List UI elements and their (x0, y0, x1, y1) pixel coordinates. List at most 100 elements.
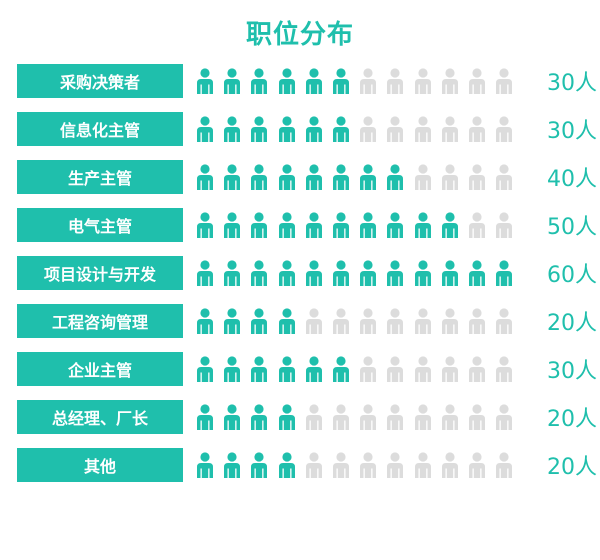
person-icon-empty (414, 452, 431, 478)
person-icon-group (193, 448, 523, 482)
person-icon-empty (387, 68, 404, 94)
category-row: 其他 20人 (17, 448, 597, 482)
person-icon-group (193, 352, 523, 386)
person-icon-empty (469, 356, 485, 382)
value-label: 40人 (547, 167, 597, 192)
person-icon-group (193, 112, 523, 146)
person-icon-empty (360, 452, 377, 478)
person-icon-filled (197, 356, 213, 382)
person-icon-empty (496, 212, 513, 238)
person-icon-filled (251, 308, 268, 334)
value-label: 20人 (547, 311, 597, 336)
person-icon-empty (360, 116, 377, 142)
person-icon-empty (333, 404, 349, 430)
category-row: 项目设计与开发 60人 (17, 256, 597, 290)
person-icon-empty (469, 68, 485, 94)
person-icon-filled (305, 260, 322, 286)
person-icon-empty (387, 308, 404, 334)
person-icon-filled (197, 260, 213, 286)
person-icon-filled (414, 212, 431, 238)
person-icon-filled (278, 452, 295, 478)
person-icon-empty (414, 116, 431, 142)
person-icon-filled (360, 260, 377, 286)
person-icon-filled (197, 68, 213, 94)
person-icon-filled (251, 452, 268, 478)
person-icon-filled (360, 164, 377, 190)
person-icon-filled (251, 116, 268, 142)
person-icon-filled (333, 356, 349, 382)
person-icon-empty (496, 116, 513, 142)
person-icon-filled (333, 164, 349, 190)
person-icon-filled (278, 164, 295, 190)
person-icon-empty (414, 356, 431, 382)
category-label: 采购决策者 (17, 64, 183, 98)
category-label: 总经理、厂长 (17, 400, 183, 434)
person-icon-empty (496, 452, 513, 478)
person-icon-filled (305, 164, 322, 190)
person-icon-empty (305, 452, 322, 478)
person-icon-filled (387, 164, 404, 190)
category-row: 电气主管 50人 (17, 208, 597, 242)
person-icon-empty (469, 212, 485, 238)
person-icon-group (193, 64, 523, 98)
person-icon-filled (278, 212, 295, 238)
person-icon-empty (441, 404, 458, 430)
person-icon-filled (469, 260, 485, 286)
person-icon-filled (387, 260, 404, 286)
person-icon-empty (469, 404, 485, 430)
person-icon-filled (197, 308, 213, 334)
category-label: 工程咨询管理 (17, 304, 183, 338)
person-icon-filled (414, 260, 431, 286)
category-row: 工程咨询管理 20人 (17, 304, 597, 338)
person-icon-filled (251, 68, 268, 94)
person-icon-empty (360, 356, 377, 382)
person-icon-filled (251, 260, 268, 286)
category-row: 总经理、厂长 20人 (17, 400, 597, 434)
person-icon-empty (333, 308, 349, 334)
person-icon-empty (387, 452, 404, 478)
chart-title: 职位分布 (245, 20, 354, 50)
person-icon-empty (414, 308, 431, 334)
person-icon-filled (278, 404, 295, 430)
person-icon-filled (333, 116, 349, 142)
person-icon-filled (333, 212, 349, 238)
category-label: 项目设计与开发 (17, 256, 183, 290)
person-icon-filled (278, 356, 295, 382)
person-icon-filled (278, 308, 295, 334)
person-icon-empty (387, 116, 404, 142)
value-label: 30人 (547, 359, 597, 384)
person-icon-filled (278, 68, 295, 94)
person-icon-filled (224, 260, 241, 286)
person-icon-empty (441, 356, 458, 382)
person-icon-filled (224, 68, 241, 94)
person-icon-filled (197, 452, 213, 478)
person-icon-filled (305, 356, 322, 382)
person-icon-empty (469, 116, 485, 142)
person-icon-empty (441, 116, 458, 142)
person-icon-empty (496, 68, 513, 94)
person-icon-filled (224, 452, 241, 478)
person-icon-empty (305, 308, 322, 334)
person-icon-group (193, 304, 523, 338)
person-icon-filled (305, 68, 322, 94)
person-icon-group (193, 400, 523, 434)
person-icon-filled (387, 212, 404, 238)
person-icon-empty (496, 308, 513, 334)
person-icon-filled (251, 164, 268, 190)
person-icon-empty (360, 308, 377, 334)
value-label: 30人 (547, 71, 597, 96)
person-icon-empty (305, 404, 322, 430)
category-row: 采购决策者 30人 (17, 64, 597, 98)
person-icon-empty (360, 404, 377, 430)
person-icon-filled (197, 164, 213, 190)
category-label: 企业主管 (17, 352, 183, 386)
person-icon-filled (441, 260, 458, 286)
person-icon-filled (305, 212, 322, 238)
person-icon-empty (360, 68, 377, 94)
person-icon-group (193, 208, 523, 242)
person-icon-filled (197, 404, 213, 430)
person-icon-filled (496, 260, 513, 286)
category-row: 生产主管 40人 (17, 160, 597, 194)
person-icon-empty (496, 164, 513, 190)
category-label: 其他 (17, 448, 183, 482)
